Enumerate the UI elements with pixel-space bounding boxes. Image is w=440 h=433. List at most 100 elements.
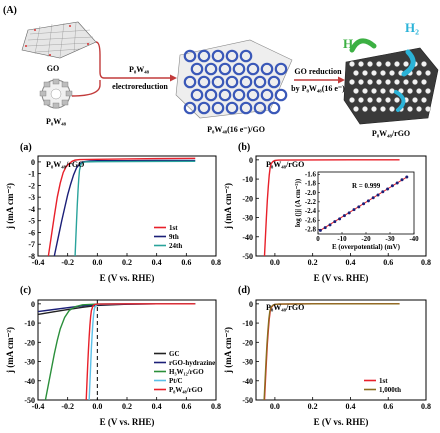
y-tick-label: -40 bbox=[242, 377, 253, 386]
y-tick-label: -8 bbox=[28, 252, 35, 261]
product-surface-site bbox=[412, 79, 418, 85]
p8w48-ring-illustration bbox=[39, 78, 73, 109]
pom-cluster bbox=[232, 62, 246, 76]
pom-cluster bbox=[253, 101, 267, 115]
h-label: H bbox=[343, 36, 353, 51]
legend-entry: rGO-hydrazine bbox=[169, 359, 215, 367]
inset-x-tick-label: 0 bbox=[316, 235, 320, 243]
y-tick-label: -5 bbox=[28, 217, 35, 226]
product-surface-site bbox=[425, 70, 431, 76]
product-surface-site bbox=[371, 88, 377, 94]
x-tick-label: 0.0 bbox=[270, 402, 280, 411]
panel-label: (b) bbox=[238, 142, 250, 153]
x-tick-label: 0.0 bbox=[92, 258, 102, 267]
electron-arrow bbox=[394, 90, 406, 112]
pom-cluster bbox=[239, 75, 253, 89]
product-surface-site bbox=[385, 97, 391, 103]
merge-bracket-bottom bbox=[71, 80, 101, 97]
series-line bbox=[263, 303, 400, 400]
panel-label: (d) bbox=[238, 285, 250, 296]
legend-entry: 9th bbox=[169, 233, 179, 241]
x-tick-label: 0.6 bbox=[383, 258, 393, 267]
y-axis-label: j (mA cm⁻²) bbox=[5, 183, 15, 230]
panel-label: (a) bbox=[20, 142, 32, 153]
y-tick-label: -6 bbox=[28, 228, 35, 237]
inset-data-point bbox=[366, 199, 370, 203]
inset-y-axis-label: log (|j| (A cm⁻²)) bbox=[294, 178, 302, 227]
series-line bbox=[53, 159, 196, 256]
intermediate-illustration bbox=[175, 39, 293, 119]
pom-cluster bbox=[218, 62, 232, 76]
product-surface-site bbox=[353, 106, 359, 112]
inset-y-tick-label: -2.0 bbox=[305, 189, 317, 197]
x-tick-label: 0.4 bbox=[345, 258, 355, 267]
product-surface-site bbox=[367, 97, 373, 103]
product-label: P₈W₄₈/rGO bbox=[372, 129, 410, 138]
inset-data-point bbox=[376, 193, 380, 197]
y-tick-label: -40 bbox=[242, 233, 253, 242]
y-tick-label: 0 bbox=[249, 156, 253, 165]
inset-data-point bbox=[405, 175, 409, 179]
product-surface-site bbox=[394, 97, 400, 103]
pom-cluster bbox=[246, 62, 260, 76]
product-surface-site bbox=[376, 97, 382, 103]
inset-x-tick-label: -20 bbox=[361, 235, 371, 243]
pom-cluster-grid bbox=[183, 49, 288, 115]
product-surface-site bbox=[394, 79, 400, 85]
x-axis-label: E (V vs. RHE) bbox=[100, 417, 155, 427]
series-line bbox=[47, 157, 196, 256]
product-surface-site bbox=[425, 88, 431, 94]
x-tick-label: 0.6 bbox=[383, 402, 393, 411]
arrow2-bottom-label: by P₈W₄₈(16 e⁻) bbox=[291, 84, 345, 93]
pom-cluster bbox=[183, 101, 197, 115]
legend-entry: H₃W₁₂/rGO bbox=[169, 368, 204, 376]
product-surface-site bbox=[371, 106, 377, 112]
x-tick-label: 0.6 bbox=[181, 402, 191, 411]
y-axis-label: j (mA cm⁻²) bbox=[223, 183, 233, 230]
pom-cluster bbox=[246, 88, 260, 102]
y-tick-label: -20 bbox=[242, 194, 253, 203]
inset-data-point bbox=[400, 178, 404, 182]
product-surface-site bbox=[416, 88, 422, 94]
pom-cluster bbox=[190, 62, 204, 76]
inset-data-point bbox=[386, 187, 390, 191]
plot-frame bbox=[37, 299, 217, 401]
product-surface-site bbox=[358, 61, 364, 67]
merge-bracket-top bbox=[95, 41, 105, 79]
y-tick-label: -30 bbox=[242, 214, 253, 223]
panel-label-A: (A) bbox=[3, 5, 17, 16]
inset-data-point bbox=[338, 217, 342, 221]
inset-y-tick-label: -1.6 bbox=[305, 170, 317, 178]
x-tick-label: -0.2 bbox=[61, 258, 74, 267]
x-axis-label: E (V vs. RHE) bbox=[314, 273, 369, 283]
pom-cluster bbox=[253, 75, 267, 89]
inset-plot: 0 -10 -20 -30 -40 -1.6 -1.8-2.0-2.2-2.4-2.6 -2.… bbox=[294, 170, 419, 251]
y-tick-label: 0 bbox=[31, 300, 35, 309]
pom-cluster bbox=[239, 101, 253, 115]
inset-data-point bbox=[371, 196, 375, 200]
y-axis-label: j (mA cm⁻²) bbox=[223, 327, 233, 374]
product-illustration bbox=[343, 38, 439, 125]
pom-cluster bbox=[211, 75, 225, 89]
pom-cluster bbox=[225, 49, 239, 63]
x-tick-label: 0.6 bbox=[181, 258, 191, 267]
product-surface-site bbox=[385, 79, 391, 85]
product-surface-site bbox=[362, 106, 368, 112]
x-tick-label: -0.2 bbox=[61, 402, 74, 411]
legend-entry: Pt/C bbox=[169, 377, 183, 385]
legend-entry: P₈W₄₈/rGO bbox=[169, 386, 203, 394]
product-surface-site bbox=[349, 97, 355, 103]
product-surface-site bbox=[421, 61, 427, 67]
x-tick-label: -0.4 bbox=[32, 402, 45, 411]
y-tick-label: -4 bbox=[28, 205, 35, 214]
go-label: GO bbox=[47, 64, 59, 73]
x-tick-label: 0.8 bbox=[421, 402, 431, 411]
inset-x-tick-label: -30 bbox=[385, 235, 395, 243]
chart-panel-d: 0.0 0.2 0.4 0.6 0.8 0 -10 -20 -30 -40 -50 (d) P₈W₄₈/… bbox=[223, 285, 431, 427]
series-line bbox=[85, 303, 196, 400]
pom-cluster bbox=[183, 75, 197, 89]
x-tick-label: 0.4 bbox=[345, 402, 355, 411]
y-tick-label: -50 bbox=[242, 252, 253, 261]
product-surface-site bbox=[353, 70, 359, 76]
arrow1-top-label: P₈W₄₈ bbox=[129, 65, 150, 74]
